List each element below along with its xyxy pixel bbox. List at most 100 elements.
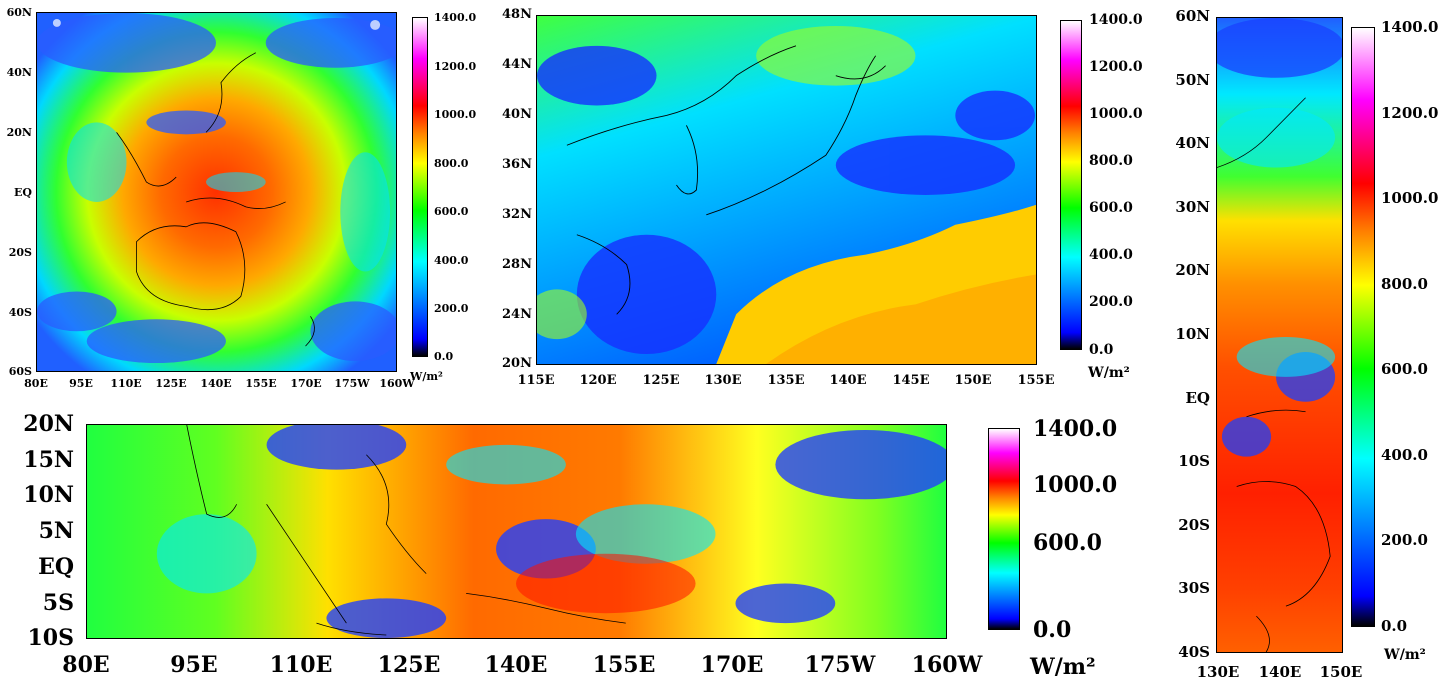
colorbar-tick: 0.0 [1381,617,1408,635]
lat-label: 10S [27,625,74,651]
lat-label: 10N [1175,325,1210,343]
colorbar-tick: 600.0 [434,205,469,218]
lat-label: 24N [502,307,532,322]
colorbar-unit: W/m² [410,370,443,383]
colorbar-tick: 200.0 [434,302,469,315]
lat-label: 40N [6,66,32,79]
lat-label: 44N [502,57,532,72]
lon-label: 160W [911,652,983,678]
lon-label: 95E [170,652,218,678]
lat-label: 28N [502,257,532,272]
lat-label: 30S [1178,579,1210,597]
lat-label: 20N [502,356,532,371]
lat-label: 10S [1178,452,1210,470]
map-japan [536,15,1037,365]
colorbar-tick: 0.0 [1089,342,1114,358]
map-tropical-band [86,424,947,639]
lon-label: 110E [269,652,333,678]
colorbar [1060,20,1082,350]
lon-label: 175W [334,377,370,390]
colorbar-tick: 600.0 [1089,200,1133,216]
colorbar [988,428,1020,630]
lat-label: 36N [502,157,532,172]
colorbar-tick: 1000.0 [1089,106,1143,122]
lat-label: 20N [6,126,32,139]
lat-label: 40N [502,107,532,122]
lat-label: EQ [14,186,32,199]
colorbar-tick: 1000.0 [1033,472,1118,498]
lon-label: 120E [579,373,617,388]
lon-label: 170E [290,377,322,390]
lon-label: 150E [954,373,992,388]
colorbar-unit: W/m² [1384,647,1426,663]
lon-label: 95E [69,377,93,390]
lat-label: 40N [1175,134,1210,152]
lat-label: 30N [1175,198,1210,216]
lon-label: 130E [1196,663,1240,681]
lat-label: EQ [38,554,74,580]
colorbar-tick: 1000.0 [1381,189,1439,207]
lon-label: 140E [200,377,232,390]
colorbar-tick: 0.0 [1033,617,1072,643]
lat-label: 60N [1175,7,1210,25]
lon-label: 150E [1319,663,1363,681]
colorbar [412,17,428,357]
lon-label: 115E [517,373,555,388]
lat-label: 20N [23,411,74,437]
lat-label: 50N [1175,71,1210,89]
colorbar-tick: 600.0 [1033,530,1102,556]
map-full-disk [36,12,397,372]
lon-label: 170E [700,652,764,678]
lat-label: 60N [6,6,32,19]
colorbar-tick: 400.0 [1089,247,1133,263]
colorbar-tick: 400.0 [434,254,469,267]
lon-label: 155E [592,652,656,678]
colorbar-tick: 1400.0 [1381,18,1439,36]
lon-label: 140E [1258,663,1302,681]
colorbar-tick: 1200.0 [434,60,477,73]
lon-label: 135E [767,373,805,388]
lon-label: 125E [155,377,187,390]
lat-label: 20S [1178,516,1210,534]
colorbar [1351,27,1375,627]
lon-label: 155E [245,377,277,390]
colorbar-unit: W/m² [1088,365,1130,381]
lon-label: 140E [829,373,867,388]
lon-label: 140E [484,652,548,678]
lat-label: 32N [502,207,532,222]
lon-label: 155E [1017,373,1055,388]
lat-label: 5N [38,518,74,544]
colorbar-tick: 200.0 [1089,294,1133,310]
colorbar-tick: 800.0 [1089,153,1133,169]
lat-label: 20S [8,246,32,259]
lat-label: 10N [23,482,74,508]
colorbar-unit: W/m² [1030,654,1096,680]
lon-label: 130E [704,373,742,388]
lon-label: 110E [110,377,142,390]
colorbar-tick: 400.0 [1381,446,1428,464]
lat-label: 5S [42,590,74,616]
lat-label: 40S [8,306,32,319]
colorbar-tick: 200.0 [1381,531,1428,549]
colorbar-tick: 1200.0 [1089,59,1143,75]
lat-label: 40S [1178,643,1210,661]
lon-label: 160W [379,377,415,390]
lat-label: 48N [502,7,532,22]
lat-label: EQ [1185,389,1211,407]
colorbar-tick: 800.0 [434,157,469,170]
lon-label: 80E [24,377,48,390]
lat-label: 15N [23,447,74,473]
lon-label: 145E [892,373,930,388]
colorbar-tick: 800.0 [1381,275,1428,293]
colorbar-tick: 0.0 [434,350,454,363]
colorbar-tick: 1400.0 [434,11,477,24]
colorbar-tick: 1000.0 [434,108,477,121]
lat-label: 20N [1175,261,1210,279]
colorbar-tick: 600.0 [1381,360,1428,378]
colorbar-tick: 1200.0 [1381,104,1439,122]
lat-label: 60S [8,365,32,378]
colorbar-tick: 1400.0 [1033,416,1118,442]
lon-label: 80E [62,652,110,678]
map-meridional-strip [1216,17,1343,653]
lon-label: 175W [804,652,876,678]
